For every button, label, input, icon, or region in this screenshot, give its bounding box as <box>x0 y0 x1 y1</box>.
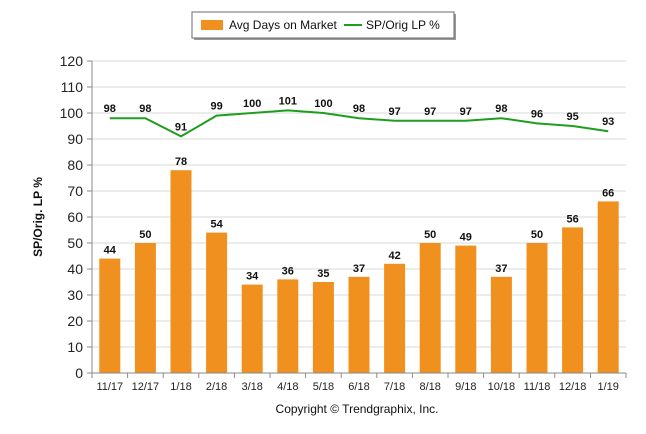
y-tick-label: 50 <box>67 235 83 251</box>
x-tick-label: 1/19 <box>597 381 618 393</box>
bar-value-label: 34 <box>246 271 259 283</box>
bar-value-label: 78 <box>175 156 187 168</box>
line-value-label: 97 <box>424 106 436 118</box>
x-tick-label: 11/17 <box>96 381 123 393</box>
sp-orig-lp-line <box>109 109 609 138</box>
copyright-footer: Copyright © Trendgraphix, Inc. <box>276 402 439 416</box>
y-tick-label: 60 <box>67 209 83 225</box>
y-tick-label: 30 <box>67 287 83 303</box>
x-tick-label: 5/18 <box>313 381 334 393</box>
bar-value-label: 42 <box>388 250 400 262</box>
legend-bar-swatch <box>201 20 223 30</box>
y-axis-label: SP/Orig. LP % <box>31 177 45 257</box>
bar <box>490 276 512 373</box>
bar-value-label: 66 <box>602 187 614 199</box>
bar-value-label: 54 <box>210 219 223 231</box>
bar-value-label: 56 <box>566 213 578 225</box>
x-tick-label: 12/17 <box>132 381 160 393</box>
bar <box>134 243 156 373</box>
line-value-label: 93 <box>602 116 614 128</box>
y-tick-label: 10 <box>67 339 83 355</box>
bar <box>99 258 121 373</box>
bar <box>206 232 228 373</box>
x-tick-label: 1/18 <box>170 381 191 393</box>
bar <box>241 284 263 373</box>
bar-value-label: 37 <box>495 263 507 275</box>
bar <box>597 201 619 373</box>
line-value-label: 96 <box>531 108 543 120</box>
bar <box>348 276 370 373</box>
line-value-label: 101 <box>279 95 297 107</box>
y-tick-label: 90 <box>67 131 83 147</box>
bar-value-label: 50 <box>139 229 151 241</box>
line-value-label: 98 <box>139 103 151 115</box>
bar-value-label: 50 <box>424 229 436 241</box>
y-tick-label: 120 <box>60 53 84 69</box>
bar <box>419 243 441 373</box>
y-tick-label: 40 <box>67 261 83 277</box>
bar-value-label: 49 <box>460 232 472 244</box>
bar-value-label: 36 <box>282 265 294 277</box>
x-tick-label: 8/18 <box>419 381 440 393</box>
axis-layer: 0 10 20 30 40 50 60 70 80 90 100 110 120 11/17 12/17 1/… <box>60 53 627 393</box>
y-tick-label: 70 <box>67 183 83 199</box>
line-value-label: 98 <box>104 103 116 115</box>
line-value-label: 95 <box>566 111 578 123</box>
bar <box>562 227 584 373</box>
bar <box>170 170 192 373</box>
x-tick-label: 3/18 <box>241 381 262 393</box>
bar <box>312 282 334 373</box>
bar-value-label: 35 <box>317 268 329 280</box>
x-tick-label: 4/18 <box>277 381 298 393</box>
legend-line-label: SP/Orig LP % <box>366 18 440 32</box>
y-tick-label: 110 <box>61 79 84 95</box>
x-tick-label: 10/18 <box>488 381 516 393</box>
bar <box>384 263 406 373</box>
y-tick-label: 20 <box>67 313 83 329</box>
y-tick-label: 100 <box>60 105 84 121</box>
line-value-label: 91 <box>175 121 187 133</box>
line-value-label: 97 <box>460 106 472 118</box>
x-tick-label: 11/18 <box>524 381 551 393</box>
line-value-label: 98 <box>353 103 365 115</box>
bar-layer <box>99 170 619 373</box>
bar <box>455 245 477 373</box>
label-layer: 44 50 78 54 34 36 35 37 42 50 49 37 50 56 66 98 98 91 99 10… <box>104 95 615 282</box>
bar <box>277 279 299 373</box>
line-value-label: 99 <box>210 101 222 113</box>
x-tick-label: 9/18 <box>455 381 476 393</box>
x-tick-label: 7/18 <box>384 381 405 393</box>
legend: Avg Days on Market SP/Orig LP % <box>191 11 456 40</box>
bar-value-label: 44 <box>104 245 117 257</box>
line-layer <box>109 109 609 138</box>
line-value-label: 100 <box>243 98 261 110</box>
line-value-label: 100 <box>314 98 332 110</box>
line-value-label: 97 <box>388 106 400 118</box>
y-tick-label: 80 <box>67 157 83 173</box>
legend-box <box>191 11 455 39</box>
bar-value-label: 37 <box>353 263 365 275</box>
line-value-label: 98 <box>495 103 507 115</box>
x-tick-label: 6/18 <box>348 381 369 393</box>
x-tick-label: 2/18 <box>206 381 227 393</box>
legend-bar-label: Avg Days on Market <box>229 18 337 32</box>
y-tick-label: 0 <box>75 365 83 381</box>
x-tick-label: 12/18 <box>559 381 587 393</box>
bar <box>526 243 548 373</box>
bar-value-label: 50 <box>531 229 543 241</box>
